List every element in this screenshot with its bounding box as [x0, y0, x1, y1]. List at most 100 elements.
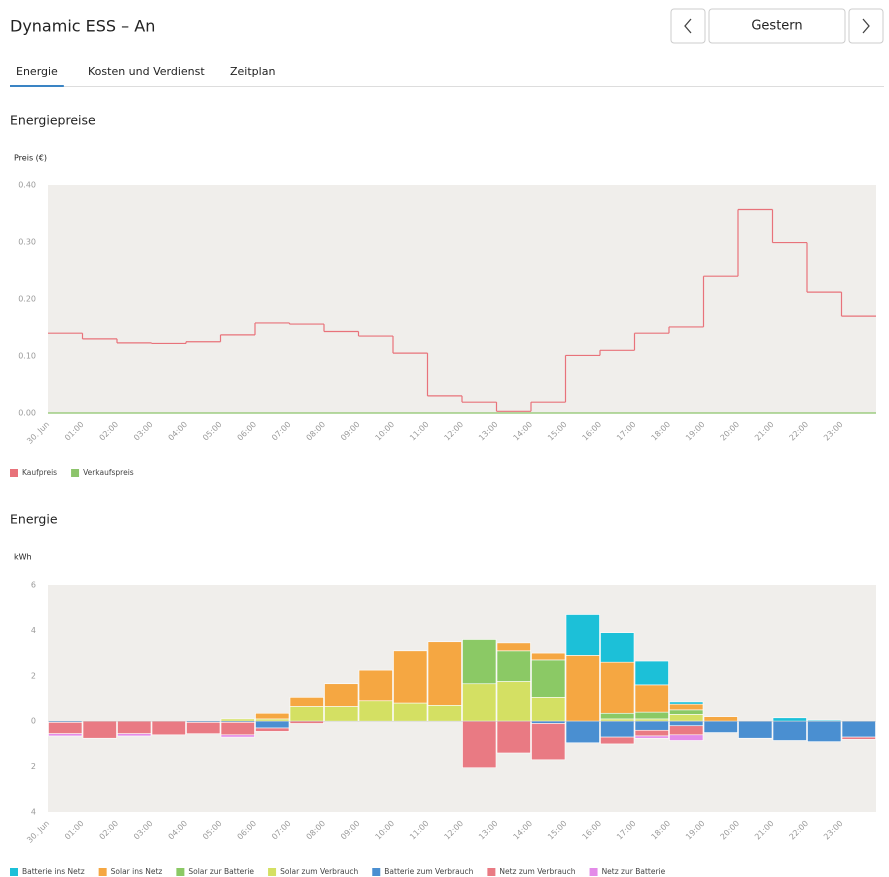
prev-button[interactable]	[670, 8, 706, 44]
page-title: Dynamic ESS – An	[10, 17, 155, 36]
energy-bar-segment	[669, 734, 704, 741]
energy-bar-segment	[600, 712, 635, 720]
energy-bar-segment	[669, 709, 704, 715]
next-icon[interactable]	[862, 18, 870, 34]
energy-bar-segment	[669, 703, 704, 711]
energy-bar-segment	[496, 720, 531, 754]
energy-bar-segment	[462, 720, 497, 769]
y-tick-label: 2	[31, 671, 36, 680]
energy-bar-segment	[600, 661, 635, 714]
x-tick-label: 08:00	[305, 819, 328, 842]
x-tick-label: 14:00	[512, 819, 535, 842]
energy-bar-segment	[531, 652, 566, 661]
y-tick-label: 0	[31, 717, 36, 726]
date-label[interactable]: Gestern	[751, 19, 802, 34]
energy-bar-segment	[324, 706, 359, 722]
x-tick-label: 04:00	[167, 819, 190, 842]
energy-bar-segment	[220, 718, 255, 722]
x-tick-label: 01:00	[63, 420, 86, 443]
legend-swatch[interactable]	[71, 469, 80, 477]
legend-label[interactable]: Solar zum Verbrauch	[280, 867, 358, 876]
legend-swatch[interactable]	[589, 868, 598, 876]
x-tick-label: 19:00	[684, 819, 707, 842]
energy-bar-segment	[703, 720, 738, 733]
energy-bar-segment	[531, 659, 566, 698]
y-axis-label: kWh	[14, 553, 32, 562]
legend-swatch[interactable]	[10, 868, 18, 876]
energy-bar-segment	[255, 720, 290, 729]
x-tick-label: 23:00	[822, 420, 845, 443]
legend-label[interactable]: Netz zum Verbrauch	[499, 867, 575, 876]
x-tick-label: 23:00	[822, 819, 845, 842]
energy-bar-segment	[496, 681, 531, 722]
x-tick-label: 20:00	[719, 420, 742, 443]
energy-bar-segment	[531, 697, 566, 722]
tab[interactable]: Energie	[16, 65, 58, 78]
y-tick-label: 0.30	[18, 238, 36, 247]
x-tick-label: 02:00	[98, 819, 121, 842]
next-button[interactable]	[848, 8, 884, 44]
energy-bar-segment	[634, 711, 669, 720]
energy-bar-segment	[531, 723, 566, 761]
energy-bar-segment	[220, 722, 255, 736]
x-tick-label: 12:00	[443, 420, 466, 443]
x-tick-label: 09:00	[339, 819, 362, 842]
energy-bar-segment	[427, 705, 462, 722]
y-tick-label: 0.10	[18, 352, 36, 361]
x-tick-label: 11:00	[408, 819, 431, 842]
energy-bar-segment	[48, 722, 83, 734]
x-tick-label: 04:00	[167, 420, 190, 443]
next-box[interactable]	[848, 8, 884, 44]
energy-bar-segment	[255, 727, 290, 732]
plot-area	[48, 585, 876, 812]
x-tick-label: 05:00	[201, 819, 224, 842]
energy-bar-segment	[634, 729, 669, 737]
energy-bar-segment	[807, 720, 842, 742]
legend-label[interactable]: Solar ins Netz	[111, 867, 163, 876]
legend-label[interactable]: Batterie zum Verbrauch	[384, 867, 473, 876]
legend-swatch[interactable]	[10, 469, 18, 477]
x-tick-label: 02:00	[98, 420, 121, 443]
legend-swatch[interactable]	[176, 868, 185, 876]
energy-bar-segment	[772, 717, 807, 722]
energy-bar-segment	[117, 733, 152, 737]
x-tick-label: 11:00	[408, 420, 431, 443]
x-tick-label: 03:00	[132, 819, 155, 842]
active-tab-underline	[10, 85, 64, 87]
x-tick-label: 03:00	[132, 420, 155, 443]
prev-box[interactable]	[670, 8, 706, 44]
x-tick-label: 30. Jun	[25, 420, 51, 446]
energy-bar-segment	[772, 720, 807, 741]
legend-swatch[interactable]	[372, 868, 381, 876]
legend-swatch[interactable]	[268, 868, 277, 876]
legend-label[interactable]: Kaufpreis	[22, 468, 57, 477]
x-tick-label: 05:00	[201, 420, 224, 443]
energy-bar-segment	[738, 720, 773, 739]
energy-bar-segment	[324, 683, 359, 707]
prev-icon[interactable]	[684, 18, 692, 34]
legend-label[interactable]: Verkaufspreis	[83, 468, 134, 477]
legend-label[interactable]: Solar zur Batterie	[188, 867, 254, 876]
legend-swatch[interactable]	[98, 868, 107, 876]
energy-bar-segment	[565, 655, 600, 722]
x-tick-label: 06:00	[236, 819, 259, 842]
tab[interactable]: Zeitplan	[230, 65, 275, 78]
energy-bar-segment	[634, 684, 669, 713]
energy-bar-segment	[289, 720, 324, 724]
y-tick-label: 0.00	[18, 409, 36, 418]
x-tick-label: 10:00	[374, 420, 397, 443]
x-tick-label: 16:00	[581, 819, 604, 842]
energy-bar-segment	[427, 641, 462, 706]
energy-bar-segment	[565, 614, 600, 656]
section-title: Energiepreise	[10, 113, 96, 128]
legend-swatch[interactable]	[487, 868, 496, 876]
date-button[interactable]	[708, 8, 846, 44]
plot-area	[48, 185, 876, 413]
tab[interactable]: Kosten und Verdienst	[88, 65, 205, 78]
legend-label[interactable]: Batterie ins Netz	[22, 867, 85, 876]
energy-bar-segment	[600, 736, 635, 745]
legend-label[interactable]: Netz zur Batterie	[602, 867, 666, 876]
x-tick-label: 14:00	[512, 420, 535, 443]
energy-bar-segment	[151, 720, 186, 736]
